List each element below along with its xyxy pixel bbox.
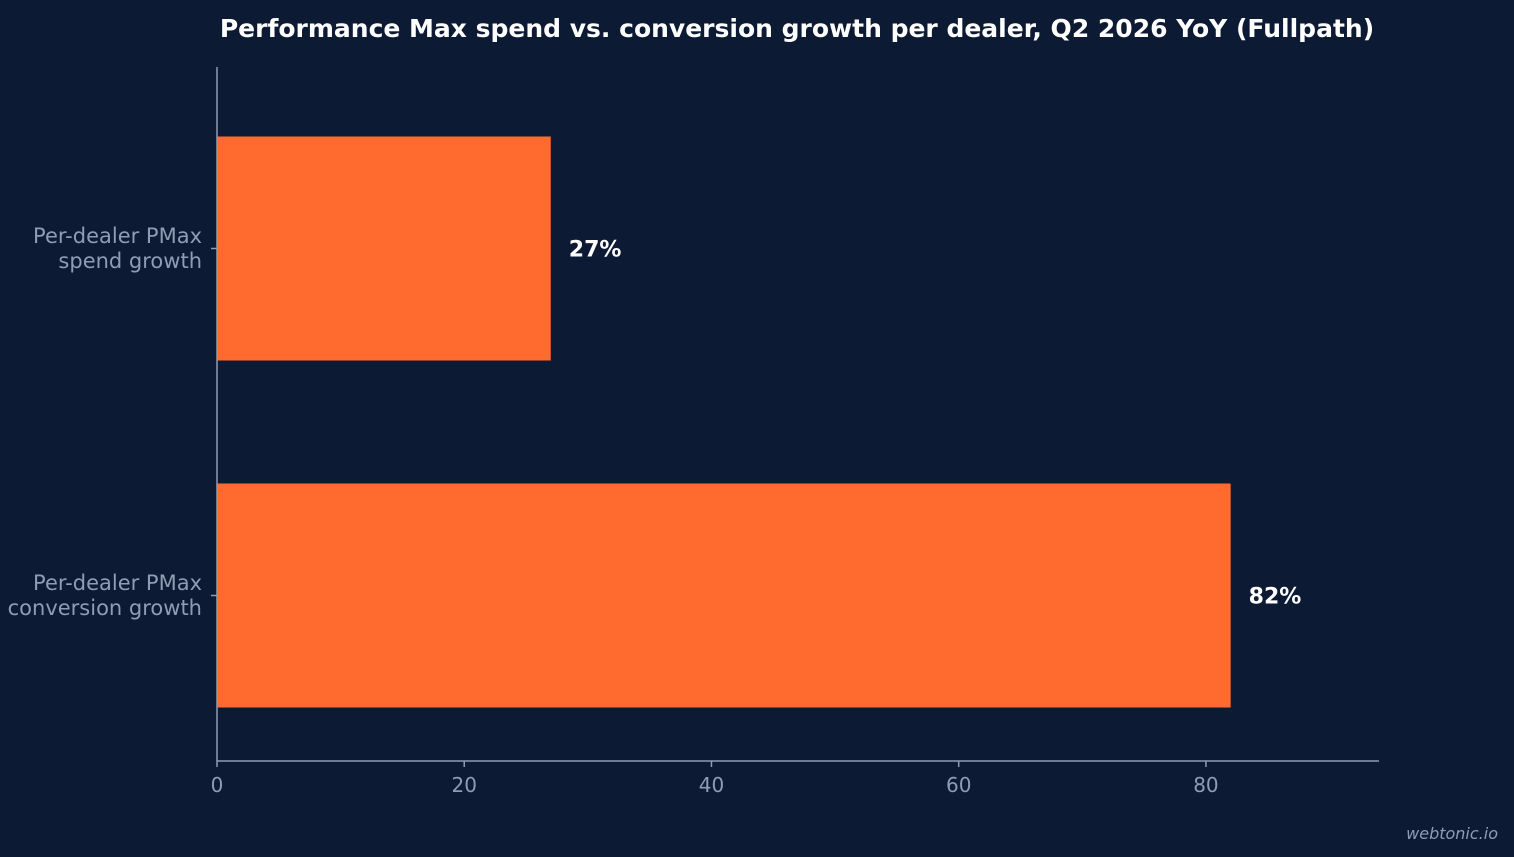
bars-layer: 27% 82% (217, 136, 1302, 708)
x-tick-label: 60 (946, 773, 971, 797)
x-tick-label: 0 (211, 773, 224, 797)
category-label: Per-dealer PMax (33, 571, 202, 595)
bar-value-label: 82% (1249, 585, 1302, 610)
x-tick-label: 80 (1193, 773, 1218, 797)
chart-title: Performance Max spend vs. conversion gro… (220, 14, 1374, 43)
bar (217, 136, 551, 361)
watermark: webtonic.io (1406, 824, 1498, 843)
category-label: Per-dealer PMax (33, 224, 202, 248)
category-label: spend growth (58, 249, 202, 273)
x-tick-label: 40 (699, 773, 724, 797)
bar (217, 483, 1231, 708)
x-tick-label: 20 (452, 773, 477, 797)
category-label: conversion growth (8, 596, 202, 620)
bar-value-label: 27% (569, 238, 622, 263)
